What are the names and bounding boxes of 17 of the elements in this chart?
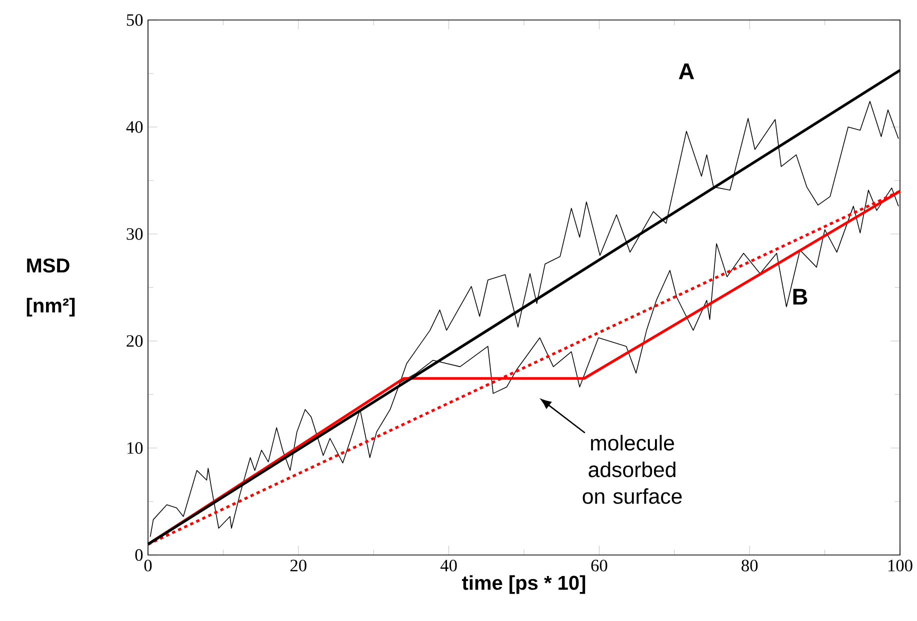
y-tick-label: 30 [126, 228, 143, 240]
y-tick-label: 50 [126, 14, 143, 26]
series-label: B [793, 288, 808, 305]
x-tick-label: 20 [290, 560, 306, 572]
text: MSD [nm²] [26, 258, 75, 317]
x-tick-label: 100 [888, 560, 912, 572]
y-tick-label: 40 [126, 121, 143, 133]
x-tick-label: 60 [591, 560, 608, 572]
y-tick-label: 0 [135, 549, 143, 561]
x-tick-label: 80 [742, 560, 758, 572]
x-axis-title: time [ps * 10] [462, 575, 586, 594]
text: A [678, 63, 694, 80]
annotation: molecule adsorbed on surface [582, 434, 682, 504]
y-tick-label: 20 [126, 335, 143, 347]
x-tick-label: 40 [440, 560, 457, 572]
y-tick-label: 10 [127, 442, 143, 454]
x-tick-label: 0 [144, 560, 152, 572]
